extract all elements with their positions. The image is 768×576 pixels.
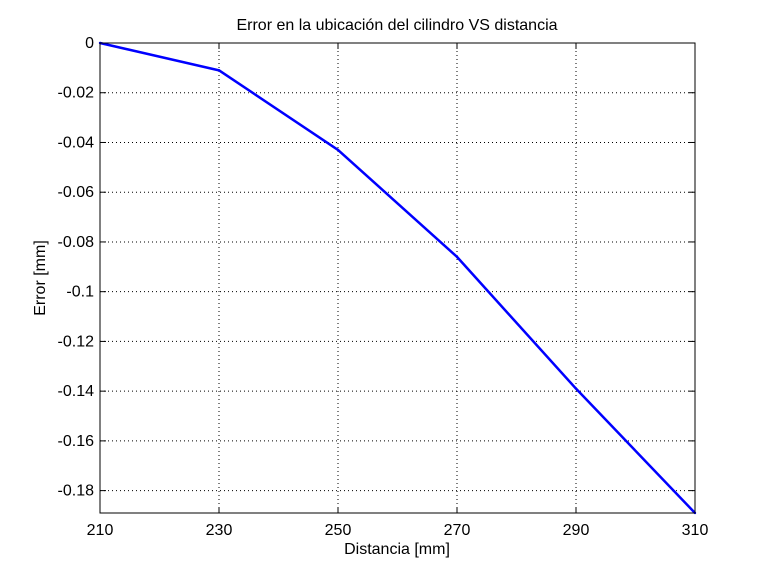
y-tick-label: -0.04 [58,134,95,151]
y-tick-label: -0.14 [58,383,95,400]
x-tick-label: 230 [206,522,233,539]
x-tick-label: 290 [563,522,590,539]
y-tick-label: -0.12 [58,333,95,350]
data-point [455,255,459,259]
chart-title: Error en la ubicación del cilindro VS di… [236,17,557,34]
data-point [217,69,221,72]
y-tick-label: -0.1 [66,284,94,301]
y-tick-labels: 0 -0.02 -0.04 -0.06 -0.08 -0.1 -0.12 -0.14 -0.16… [58,35,95,500]
y-axis-label: Error [mm] [32,240,49,316]
data-point [574,387,578,390]
series-line [99,41,696,514]
plot-frame [99,42,696,514]
plot-area [100,43,695,513]
x-tick-labels: 210 230 250 270 290 310 [87,522,709,539]
y-tick-label: -0.02 [58,85,95,102]
x-tick-label: 250 [325,522,352,539]
x-tick-label: 210 [87,522,114,539]
x-tick-label: 270 [444,522,471,539]
y-tick-label: -0.18 [58,483,95,500]
x-axis-label: Distancia [mm] [344,541,450,558]
y-tick-label: -0.08 [58,234,95,251]
data-point [336,148,340,152]
y-tick-label: -0.16 [58,433,95,450]
y-tick-label: 0 [85,35,94,52]
x-tick-label: 310 [682,522,709,539]
ticks [99,42,696,513]
y-tick-label: -0.06 [58,184,95,201]
